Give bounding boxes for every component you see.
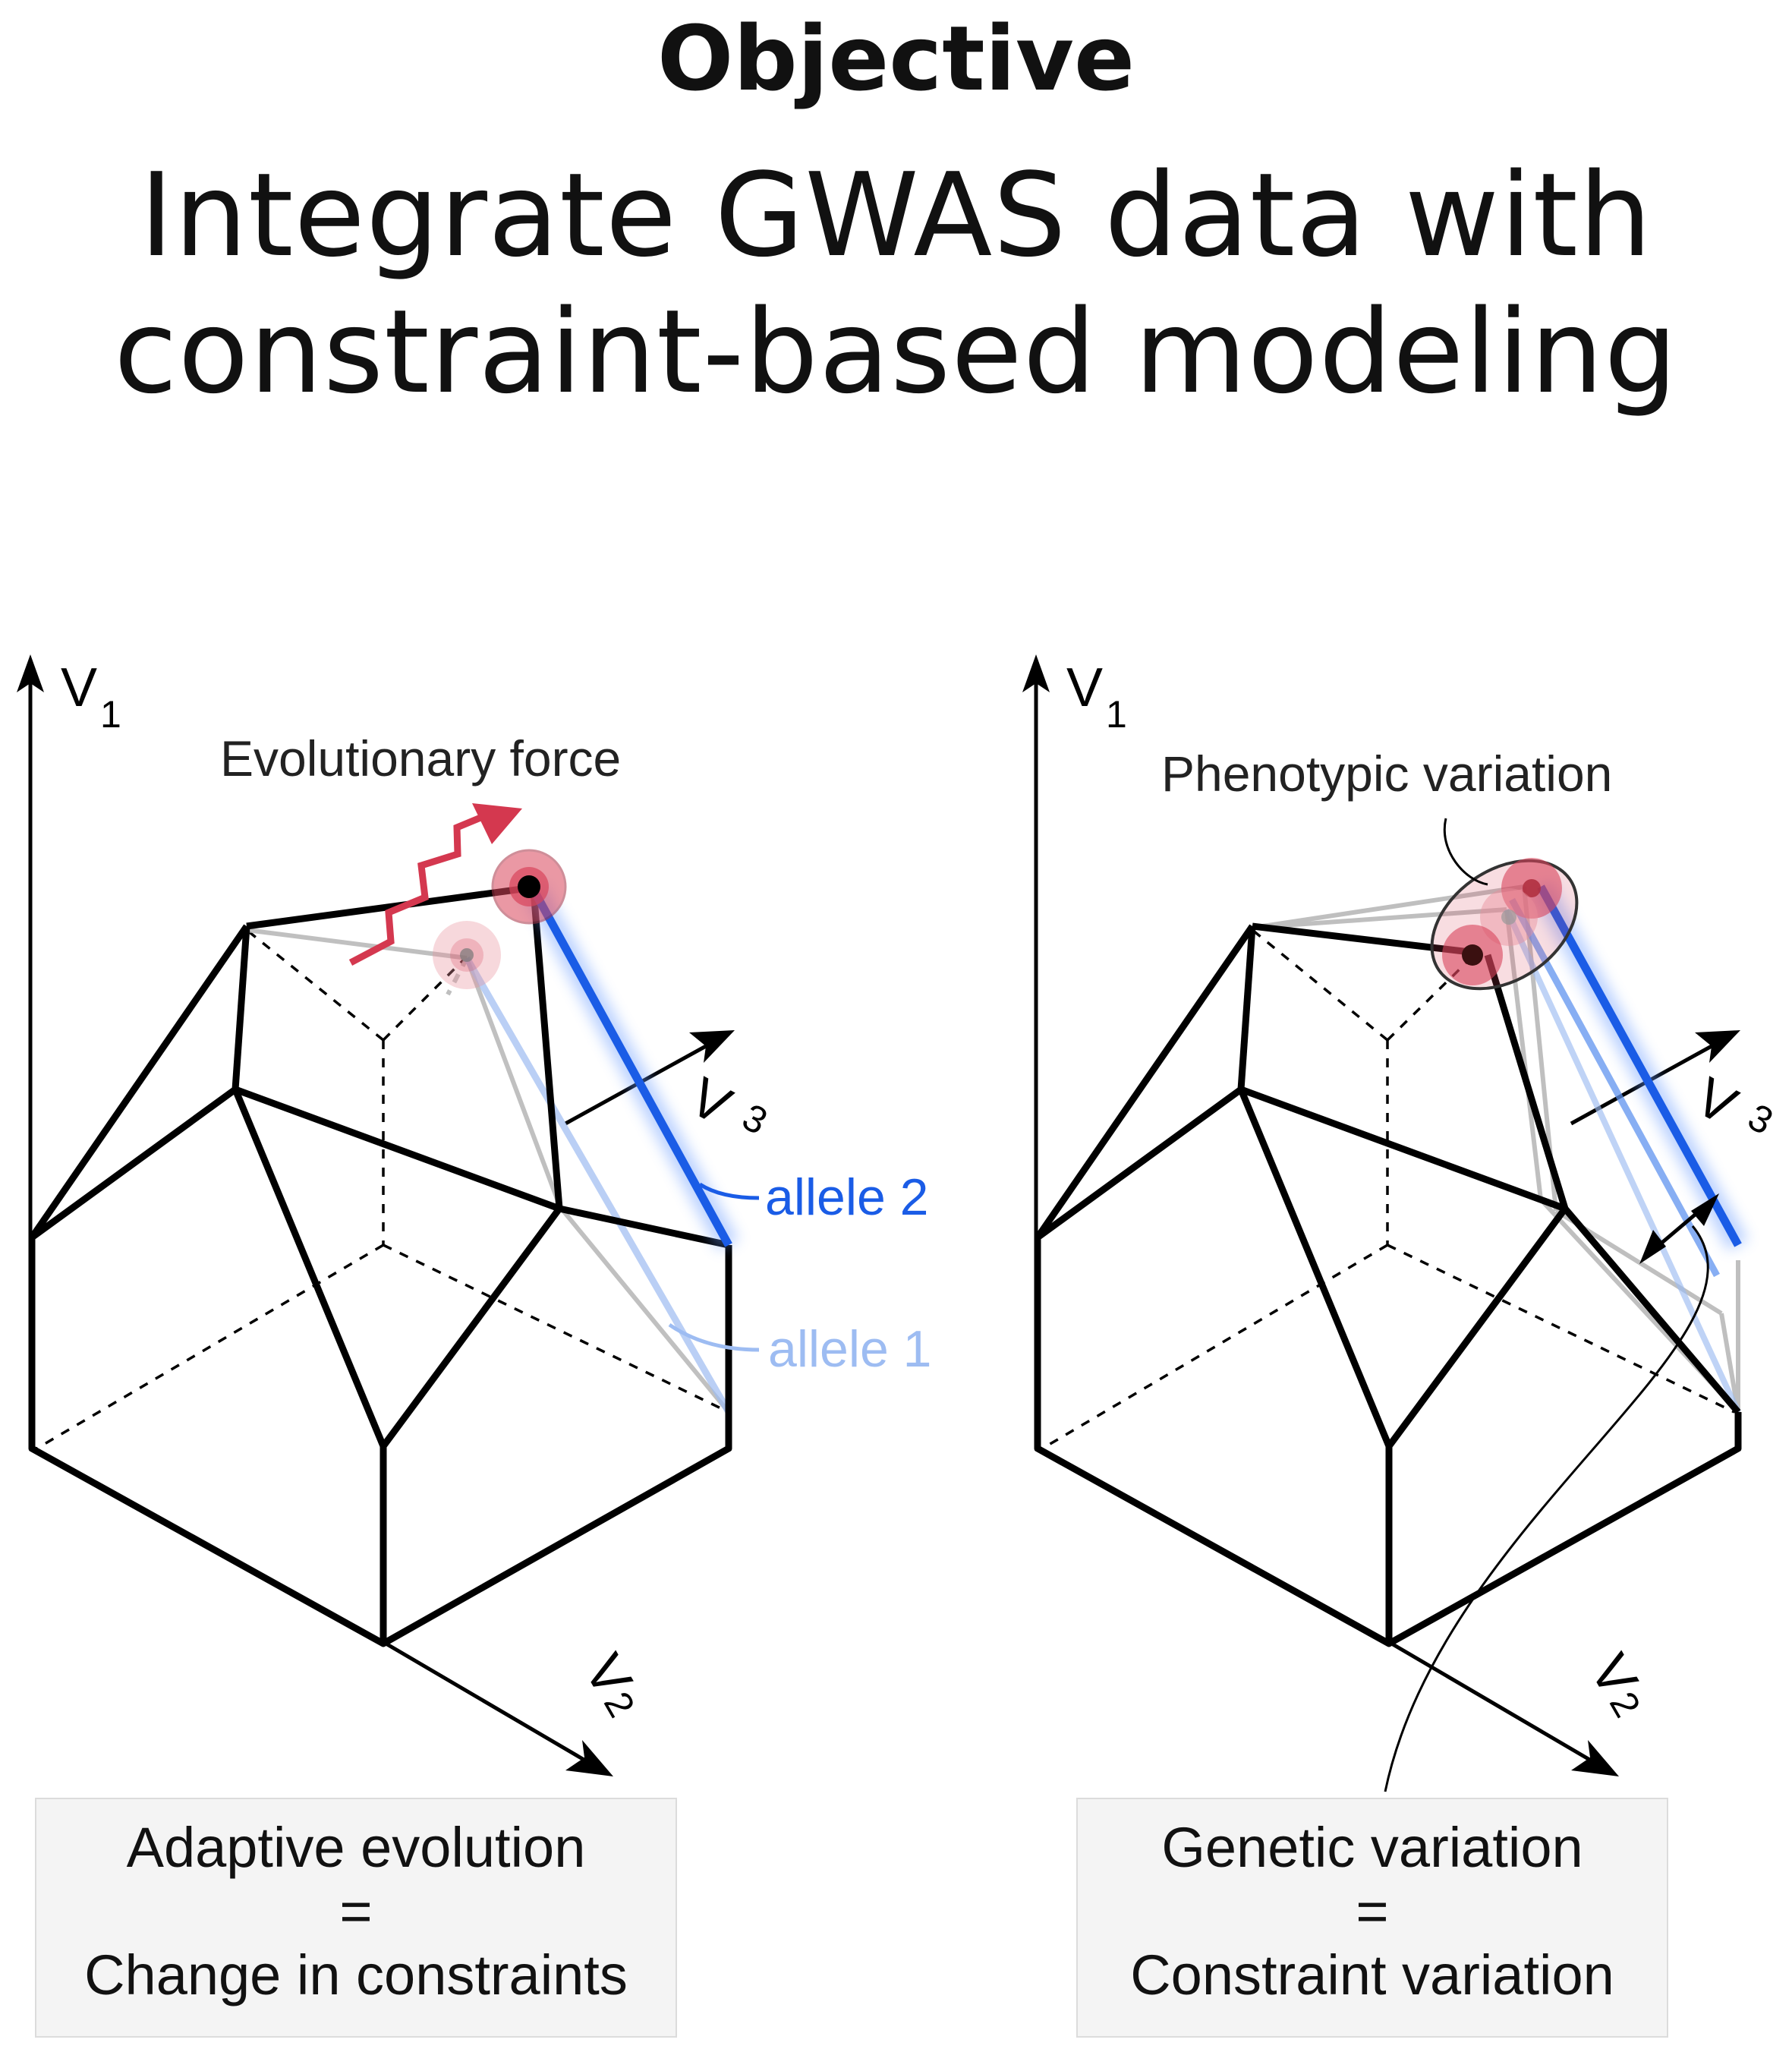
right-caption-box: Genetic variation = Constraint variation bbox=[1076, 1798, 1668, 2038]
allele2-label: allele 2 bbox=[765, 1168, 929, 1226]
left-v3-sub: 3 bbox=[735, 1095, 774, 1143]
left-new-optimum-point bbox=[491, 849, 567, 925]
right-v2-axis bbox=[1387, 1640, 1619, 1776]
genetic-variation-callout bbox=[1384, 1225, 1709, 1792]
right-point-bottom bbox=[1442, 925, 1503, 985]
left-evolutionary-force-arrow bbox=[348, 803, 522, 966]
right-v1-sub: 1 bbox=[1106, 693, 1127, 736]
left-v3-label: V bbox=[680, 1066, 741, 1136]
left-visible-edges bbox=[28, 884, 732, 1647]
left-hidden-edges bbox=[33, 928, 729, 1452]
left-allele1-callout bbox=[668, 1322, 760, 1352]
right-ghost-edges bbox=[1252, 884, 1740, 1414]
left-caption-line-3: Change in constraints bbox=[84, 1943, 628, 2006]
title-line-2: constraint-based modeling bbox=[114, 285, 1678, 419]
right-caption-line-3: Constraint variation bbox=[1130, 1943, 1614, 2006]
right-hidden-edges bbox=[1039, 928, 1735, 1452]
left-panel: V 1 V 2 V 3 Evolutionary force allele 2 … bbox=[17, 654, 932, 1776]
right-point-top bbox=[1501, 858, 1562, 919]
left-ghost-edges bbox=[246, 928, 731, 1414]
left-old-optimum-point bbox=[433, 921, 501, 989]
left-caption-box: Adaptive evolution = Change in constrain… bbox=[35, 1798, 677, 2038]
left-v1-label: V bbox=[61, 657, 97, 718]
left-allele1-line bbox=[464, 956, 732, 1414]
left-allele2-callout bbox=[698, 1182, 760, 1200]
left-allele2-line bbox=[523, 884, 739, 1251]
right-caption-line-1: Genetic variation bbox=[1161, 1816, 1583, 1879]
left-v2-axis bbox=[382, 1640, 613, 1776]
left-caption-line-2: = bbox=[339, 1880, 373, 1943]
right-caption-line-2: = bbox=[1356, 1880, 1389, 1943]
right-v1-axis bbox=[1022, 654, 1050, 1239]
right-v3-sub: 3 bbox=[1741, 1095, 1780, 1143]
objective-label: Objective bbox=[657, 6, 1135, 111]
right-v3-label: V bbox=[1686, 1066, 1746, 1136]
right-point-middle bbox=[1480, 888, 1538, 946]
phenotypic-variation-callout bbox=[1443, 818, 1488, 886]
allele1-label: allele 1 bbox=[768, 1320, 932, 1378]
right-v1-label: V bbox=[1066, 657, 1103, 718]
right-allele-line bbox=[1530, 881, 1749, 1251]
left-caption-line-1: Adaptive evolution bbox=[126, 1816, 586, 1879]
evolutionary-force-label: Evolutionary force bbox=[220, 730, 621, 787]
left-v1-sub: 1 bbox=[100, 693, 121, 736]
constraint-variation-double-arrow bbox=[1639, 1193, 1719, 1264]
left-v1-axis bbox=[17, 654, 44, 1239]
title-line-1: Integrate GWAS data with bbox=[139, 148, 1653, 282]
right-panel: V 1 V 2 V 3 Phenotypic variation bbox=[1022, 654, 1780, 1792]
right-visible-edges bbox=[1034, 922, 1742, 1647]
right-variant-line-a bbox=[1504, 908, 1741, 1414]
phenotypic-variation-label: Phenotypic variation bbox=[1161, 746, 1612, 802]
